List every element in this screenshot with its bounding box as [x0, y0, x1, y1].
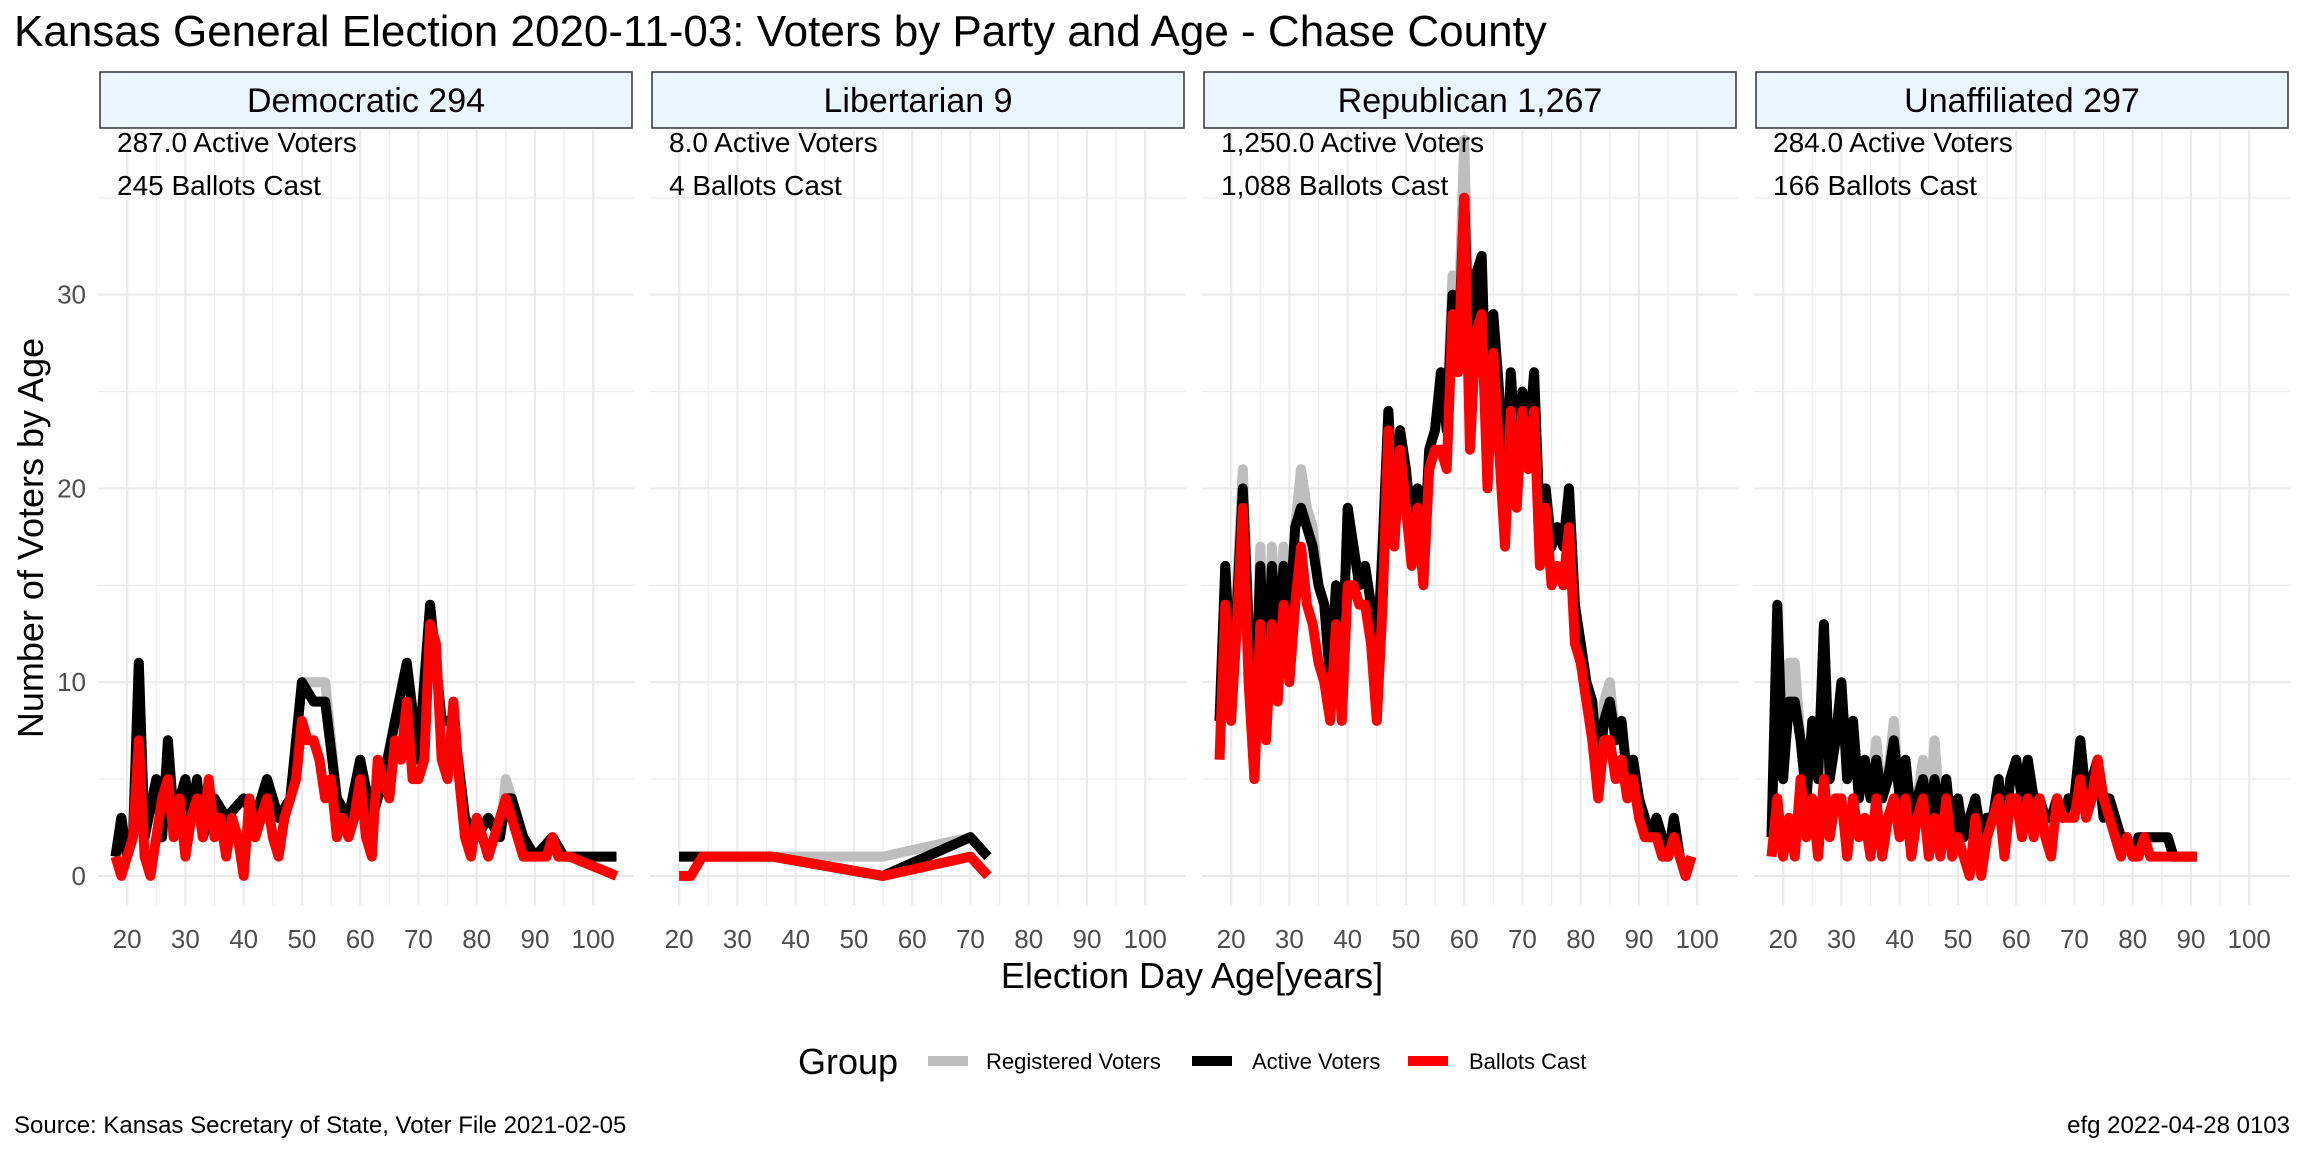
- credit-caption: efg 2022-04-28 0103: [2067, 1112, 2290, 1139]
- ballots-cast-annotation: 166 Ballots Cast: [1773, 170, 1977, 201]
- active-voters-annotation: 1,250.0 Active Voters: [1221, 127, 1484, 158]
- legend-label-ballots: Ballots Cast: [1469, 1049, 1586, 1074]
- series-line-ballots-cast: [1214, 192, 1697, 881]
- y-tick-label-20: 20: [57, 473, 86, 503]
- x-tick-label-60: 60: [1450, 924, 1479, 954]
- x-tick-label-70: 70: [1508, 924, 1537, 954]
- x-axis-title: Election Day Age[years]: [1001, 955, 1383, 996]
- strip-header: [651, 71, 1185, 129]
- x-tick-label-30: 30: [1827, 924, 1856, 954]
- source-caption: Source: Kansas Secretary of State, Voter…: [14, 1112, 626, 1139]
- x-tick-label-60: 60: [2002, 924, 2031, 954]
- x-tick-label-20: 20: [1217, 924, 1246, 954]
- y-tick-label-10: 10: [57, 667, 86, 697]
- strip-header: [99, 71, 633, 129]
- y-tick-label-30: 30: [57, 280, 86, 310]
- ballots-cast-annotation: 4 Ballots Cast: [669, 170, 842, 201]
- active-voters-annotation: 287.0 Active Voters: [117, 127, 357, 158]
- legend-label-registered: Registered Voters: [986, 1049, 1161, 1074]
- x-tick-label-80: 80: [2118, 924, 2147, 954]
- panel-libertarian: Libertarian 9 8.0 Active Voters 4 Ballots …: [650, 71, 1186, 954]
- x-tick-label-50: 50: [1391, 924, 1420, 954]
- x-tick-label-90: 90: [520, 924, 549, 954]
- x-tick-label-70: 70: [404, 924, 433, 954]
- x-tick-label-40: 40: [229, 924, 258, 954]
- y-tick-label-0: 0: [72, 861, 86, 891]
- x-tick-label-80: 80: [1014, 924, 1043, 954]
- x-tick-label-80: 80: [1566, 924, 1595, 954]
- x-tick-label-100: 100: [2228, 924, 2271, 954]
- x-tick-label-70: 70: [956, 924, 985, 954]
- ballots-cast-annotation: 245 Ballots Cast: [117, 170, 321, 201]
- x-tick-label-50: 50: [1943, 924, 1972, 954]
- strip-header: [1755, 71, 2289, 129]
- x-tick-label-30: 30: [171, 924, 200, 954]
- x-tick-label-60: 60: [898, 924, 927, 954]
- facet-panels: 0 10 20 30 Democratic 294 287.0 Active Voters…: [57, 71, 2290, 954]
- x-tick-label-100: 100: [1124, 924, 1167, 954]
- legend: Group Registered Voters Active Voters Ba…: [798, 1041, 1586, 1082]
- x-tick-label-100: 100: [1676, 924, 1719, 954]
- x-tick-label-90: 90: [1624, 924, 1653, 954]
- strip-header: [1203, 71, 1737, 129]
- series-line-ballots-cast: [110, 619, 619, 881]
- x-tick-label-20: 20: [113, 924, 142, 954]
- ballots-cast-annotation: 1,088 Ballots Cast: [1221, 170, 1448, 201]
- x-tick-label-60: 60: [346, 924, 375, 954]
- strip-label: Democratic 294: [247, 82, 485, 120]
- x-tick-label-80: 80: [462, 924, 491, 954]
- x-tick-label-90: 90: [2176, 924, 2205, 954]
- x-tick-label-90: 90: [1072, 924, 1101, 954]
- x-tick-label-20: 20: [665, 924, 694, 954]
- strip-label: Unaffiliated 297: [1904, 82, 2140, 120]
- series-line-ballots-cast: [679, 851, 992, 881]
- active-voters-annotation: 8.0 Active Voters: [669, 127, 878, 158]
- legend-title: Group: [798, 1041, 898, 1082]
- x-tick-label-50: 50: [287, 924, 316, 954]
- strip-label: Libertarian 9: [823, 82, 1012, 120]
- x-tick-label-40: 40: [1333, 924, 1362, 954]
- x-tick-label-30: 30: [723, 924, 752, 954]
- series-line-ballots-cast: [1766, 754, 2197, 881]
- x-tick-label-100: 100: [572, 924, 615, 954]
- chart-title: Kansas General Election 2020-11-03: Vote…: [14, 7, 1547, 56]
- panel-democratic: Democratic 294 287.0 Active Voters 245 Bal…: [98, 71, 634, 954]
- y-axis-title: Number of Voters by Age: [10, 338, 51, 738]
- x-tick-label-20: 20: [1769, 924, 1798, 954]
- active-voters-annotation: 284.0 Active Voters: [1773, 127, 2013, 158]
- x-tick-label-40: 40: [1885, 924, 1914, 954]
- x-tick-label-30: 30: [1275, 924, 1304, 954]
- legend-label-active: Active Voters: [1252, 1049, 1380, 1074]
- x-tick-label-50: 50: [839, 924, 868, 954]
- panel-unaffiliated: Unaffiliated 297 284.0 Active Voters 166 B…: [1754, 71, 2290, 954]
- strip-label: Republican 1,267: [1338, 82, 1603, 120]
- panel-republican: Republican 1,267 1,250.0 Active Voters 1,0…: [1202, 71, 1738, 954]
- x-tick-label-70: 70: [2060, 924, 2089, 954]
- x-tick-label-40: 40: [781, 924, 810, 954]
